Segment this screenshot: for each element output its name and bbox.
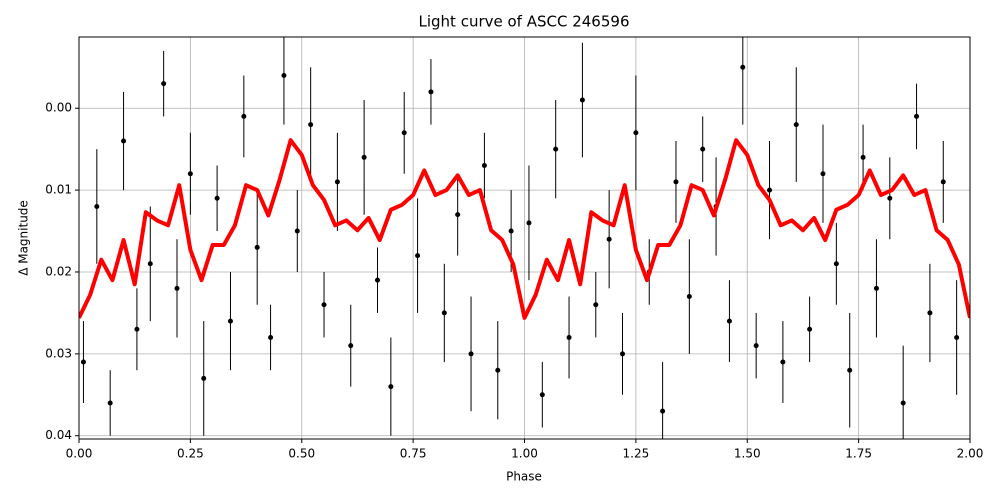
data-point xyxy=(308,122,314,128)
data-point xyxy=(321,302,327,308)
data-point xyxy=(847,367,853,373)
data-point xyxy=(633,130,639,136)
x-tick-label: 0.25 xyxy=(177,447,204,461)
data-point xyxy=(374,277,380,283)
ticks: 0.00 0.25 0.50 0.75 1.00 1.25 1.50 1.75 2.00 0.00… xyxy=(45,101,983,461)
data-point xyxy=(187,171,193,177)
data-point xyxy=(860,154,866,160)
data-point xyxy=(508,228,514,234)
data-point xyxy=(388,384,394,390)
data-point xyxy=(107,400,113,406)
plot-area xyxy=(79,37,970,439)
data-point xyxy=(254,244,260,250)
data-point xyxy=(606,236,612,242)
data-point xyxy=(539,392,545,398)
data-point xyxy=(767,187,773,193)
data-point xyxy=(428,89,434,95)
data-point xyxy=(174,285,180,291)
y-tick-label: 0.01 xyxy=(45,183,72,197)
data-point xyxy=(553,146,559,152)
data-point xyxy=(161,81,167,87)
data-point xyxy=(566,334,572,340)
data-point xyxy=(227,318,233,324)
data-point xyxy=(121,138,127,144)
data-point xyxy=(887,195,893,201)
data-point xyxy=(940,179,946,185)
x-tick-label: 1.00 xyxy=(511,447,538,461)
data-point xyxy=(726,318,732,324)
data-point xyxy=(954,334,960,340)
data-point xyxy=(833,261,839,267)
data-point xyxy=(481,163,487,169)
chart-title: Light curve of ASCC 246596 xyxy=(419,13,630,31)
data-point xyxy=(700,146,706,152)
y-tick-label: 0.03 xyxy=(45,346,72,360)
data-point xyxy=(268,334,274,340)
data-point xyxy=(740,64,746,70)
data-point xyxy=(415,253,421,259)
data-point xyxy=(80,359,86,365)
line xyxy=(79,138,970,320)
data-point xyxy=(526,220,532,226)
y-axis-label: Δ Magnitude xyxy=(17,200,31,276)
y-tick-label: 0.04 xyxy=(45,428,72,442)
x-tick-label: 0.00 xyxy=(66,447,93,461)
data-point xyxy=(401,130,407,136)
y-tick-label: 0.00 xyxy=(45,101,72,115)
x-tick-label: 0.50 xyxy=(288,447,315,461)
data-point xyxy=(334,179,340,185)
x-tick-label: 2.00 xyxy=(957,447,984,461)
data-point xyxy=(468,351,474,357)
x-tick-label: 1.75 xyxy=(845,447,872,461)
data-point xyxy=(780,359,786,365)
data-point xyxy=(673,179,679,185)
x-tick-label: 1.50 xyxy=(734,447,761,461)
data-point xyxy=(134,326,140,332)
data-point xyxy=(94,203,100,209)
data-point xyxy=(753,343,759,349)
data-point xyxy=(927,310,933,316)
x-tick-label: 1.25 xyxy=(623,447,650,461)
data-point xyxy=(820,171,826,177)
data-point xyxy=(579,97,585,103)
data-point xyxy=(593,302,599,308)
data-point xyxy=(686,294,692,300)
data-point xyxy=(455,212,461,218)
y-tick-label: 0.02 xyxy=(45,264,72,278)
data-point xyxy=(660,408,666,414)
data-point xyxy=(793,122,799,128)
data-point xyxy=(201,375,207,381)
data-point xyxy=(873,285,879,291)
data-point xyxy=(441,310,447,316)
data-point xyxy=(348,343,354,349)
data-point xyxy=(620,351,626,357)
data-point xyxy=(807,326,813,332)
x-axis-label: Phase xyxy=(506,470,542,484)
data-point xyxy=(214,195,220,201)
x-tick-label: 0.75 xyxy=(400,447,427,461)
data-point xyxy=(147,261,153,267)
data-point xyxy=(361,154,367,160)
data-point xyxy=(495,367,501,373)
data-point xyxy=(281,72,287,78)
data-point xyxy=(900,400,906,406)
data-point xyxy=(914,113,920,119)
data-point xyxy=(294,228,300,234)
data-point xyxy=(241,113,247,119)
